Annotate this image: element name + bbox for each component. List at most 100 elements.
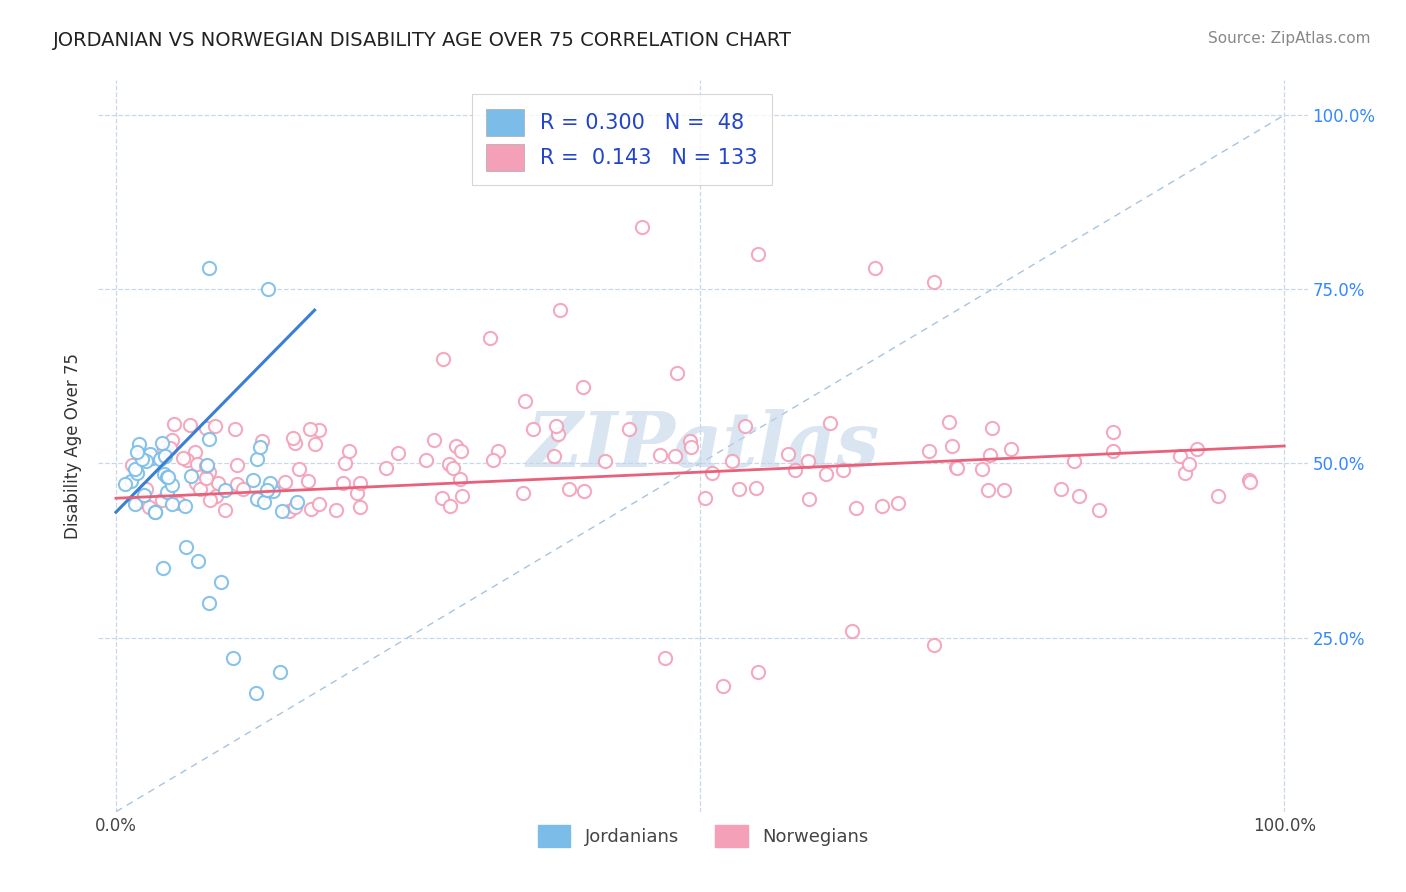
Point [970, 462, 993, 476]
Point [204, 418, 226, 433]
Point [441, 461, 464, 475]
Point [197, 465, 219, 479]
Point [478, 331, 501, 345]
Point [745, 481, 768, 495]
Point [938, 415, 960, 429]
Point [977, 483, 1000, 497]
Point [179, 417, 201, 432]
Point [1101, 425, 1123, 439]
Point [700, 466, 723, 480]
Point [153, 450, 176, 464]
Point [449, 473, 471, 487]
Point [993, 483, 1015, 498]
Point [224, 422, 246, 436]
Point [225, 458, 247, 472]
Point [127, 466, 149, 480]
Point [157, 469, 180, 483]
Point [245, 686, 267, 700]
Point [481, 453, 503, 467]
Point [180, 468, 202, 483]
Point [437, 457, 460, 471]
Point [513, 393, 536, 408]
Point [814, 467, 837, 481]
Point [1050, 482, 1073, 496]
Point [887, 496, 910, 510]
Point [946, 461, 969, 475]
Point [198, 261, 221, 276]
Point [167, 496, 190, 510]
Point [186, 457, 208, 471]
Legend: Jordanians, Norwegians: Jordanians, Norwegians [530, 817, 876, 854]
Point [269, 665, 291, 680]
Point [1069, 489, 1091, 503]
Point [121, 458, 143, 472]
Point [188, 483, 211, 497]
Point [1063, 453, 1085, 467]
Point [1174, 467, 1197, 481]
Point [247, 491, 270, 506]
Point [153, 467, 176, 482]
Point [162, 433, 184, 447]
Point [695, 491, 717, 505]
Point [548, 303, 571, 318]
Point [654, 651, 676, 665]
Point [1088, 502, 1111, 516]
Point [197, 432, 219, 446]
Point [818, 416, 841, 430]
Point [349, 500, 371, 514]
Point [1178, 457, 1201, 471]
Point [776, 447, 799, 461]
Point [679, 434, 702, 448]
Point [747, 665, 769, 680]
Point [922, 275, 945, 289]
Point [544, 419, 567, 434]
Point [797, 491, 820, 506]
Point [630, 219, 652, 234]
Point [450, 489, 472, 503]
Point [308, 497, 330, 511]
Point [150, 435, 173, 450]
Point [432, 351, 454, 366]
Point [870, 499, 893, 513]
Point [832, 463, 855, 477]
Point [153, 441, 176, 455]
Text: Source: ZipAtlas.com: Source: ZipAtlas.com [1208, 31, 1371, 46]
Point [143, 505, 166, 519]
Point [152, 561, 174, 575]
Point [1239, 475, 1261, 489]
Point [299, 502, 322, 516]
Point [226, 477, 249, 491]
Point [747, 247, 769, 261]
Point [271, 504, 294, 518]
Point [297, 475, 319, 489]
Point [728, 483, 751, 497]
Point [207, 475, 229, 490]
Point [274, 475, 297, 489]
Point [173, 500, 195, 514]
Point [665, 366, 688, 380]
Point [156, 470, 179, 484]
Point [120, 474, 142, 488]
Point [242, 473, 264, 487]
Point [277, 504, 299, 518]
Point [572, 484, 595, 499]
Point [543, 449, 565, 463]
Point [298, 422, 321, 436]
Point [346, 486, 368, 500]
Point [246, 492, 269, 507]
Point [184, 445, 207, 459]
Point [141, 450, 163, 465]
Point [124, 462, 146, 476]
Point [114, 476, 136, 491]
Point [284, 435, 307, 450]
Point [865, 261, 887, 276]
Point [922, 638, 945, 652]
Point [1237, 473, 1260, 487]
Text: JORDANIAN VS NORWEGIAN DISABILITY AGE OVER 75 CORRELATION CHART: JORDANIAN VS NORWEGIAN DISABILITY AGE OV… [53, 31, 793, 50]
Point [945, 459, 967, 474]
Point [285, 494, 308, 508]
Point [200, 493, 222, 508]
Point [128, 437, 150, 451]
Point [572, 380, 595, 394]
Y-axis label: Disability Age Over 75: Disability Age Over 75 [65, 353, 83, 539]
